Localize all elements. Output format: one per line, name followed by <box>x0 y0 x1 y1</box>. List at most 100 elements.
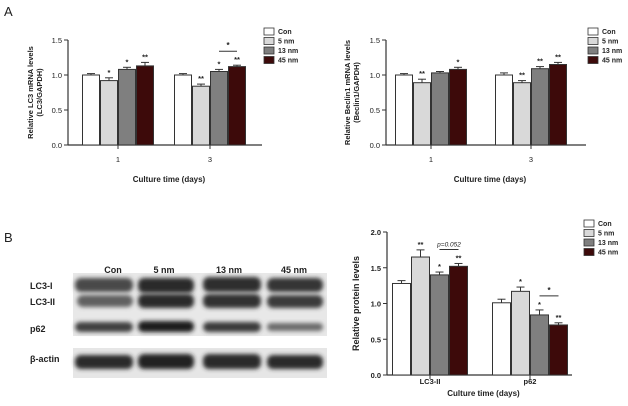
x-axis-label: Culture time (days) <box>454 175 527 184</box>
blot-column-label: 5 nm <box>153 265 174 275</box>
legend-entry: 13 nm <box>602 48 622 55</box>
legend-entry: Con <box>598 221 612 228</box>
panel-label-a: A <box>4 4 13 19</box>
significance-mark: * <box>126 57 129 66</box>
bar <box>430 274 449 376</box>
bar <box>118 68 136 146</box>
bar <box>531 68 549 146</box>
legend-entry: 13 nm <box>598 240 618 247</box>
x-tick-label: 1 <box>116 155 120 164</box>
y-tick-label: 1.5 <box>52 36 62 45</box>
bar <box>495 74 513 146</box>
band-p62-13nm <box>203 322 261 332</box>
legend-swatch <box>583 248 595 256</box>
band-lc3ii-con <box>77 295 133 307</box>
legend-swatch <box>583 229 595 237</box>
legend-swatch <box>263 56 275 64</box>
bar <box>513 82 531 146</box>
legend-swatch <box>263 46 275 55</box>
bracket-label: * <box>226 41 230 50</box>
blot-membrane-upper <box>73 273 327 336</box>
legend-swatch <box>263 37 275 45</box>
y-tick-label: 0.5 <box>370 106 380 115</box>
bracket-label: p=0.052 <box>436 241 461 248</box>
y-tick-label: 1.0 <box>370 71 380 80</box>
legend-entry: 5 nm <box>602 39 618 46</box>
significance-mark: ** <box>418 240 424 249</box>
legend-entry: 13 nm <box>278 48 298 55</box>
blot-row-label: LC3-II <box>30 297 55 307</box>
bar <box>174 74 192 146</box>
bar <box>449 68 467 146</box>
y-tick-label: 0.0 <box>371 371 381 380</box>
significance-mark: ** <box>234 55 240 64</box>
legend-swatch <box>587 46 599 55</box>
significance-mark: * <box>457 57 460 66</box>
x-axis-label: Culture time (days) <box>447 389 520 398</box>
bar <box>549 64 567 146</box>
bar <box>413 82 431 146</box>
bar <box>192 85 210 146</box>
x-tick-label: LC3-II <box>420 377 441 386</box>
blot-column-label: Con <box>104 265 122 275</box>
significance-mark: ** <box>419 69 425 78</box>
band-lc3i-13nm <box>203 277 261 292</box>
band-actin-con <box>75 355 133 369</box>
y-tick-label: 1.5 <box>371 264 381 273</box>
significance-mark: * <box>218 59 221 68</box>
significance-mark: ** <box>555 52 561 61</box>
legend-swatch <box>583 238 595 247</box>
bar <box>549 324 568 376</box>
y-tick-label: 1.5 <box>370 36 380 45</box>
significance-mark: ** <box>198 74 204 83</box>
bar <box>82 74 100 146</box>
legend-swatch <box>263 27 275 36</box>
legend-entry: 45 nm <box>278 58 298 65</box>
significance-mark: ** <box>556 313 562 322</box>
y-axis-label: Relative Beclin1 mRNA levels <box>343 40 352 145</box>
y-tick-label: 0.5 <box>371 335 381 344</box>
legend-swatch <box>583 219 595 228</box>
x-tick-label: 3 <box>208 155 212 164</box>
significance-mark: * <box>519 277 522 286</box>
significance-mark: * <box>538 300 541 309</box>
significance-mark: ** <box>142 52 148 61</box>
y-tick-label: 1.0 <box>52 71 62 80</box>
significance-mark: ** <box>537 57 543 66</box>
x-tick-label: 1 <box>429 155 433 164</box>
bar <box>431 72 449 146</box>
panel-label-b: B <box>4 230 13 245</box>
bar <box>392 282 411 376</box>
blot-column-label: 13 nm <box>216 265 242 275</box>
y-tick-label: 0.5 <box>52 106 62 115</box>
bar <box>210 71 228 146</box>
significance-mark: ** <box>519 71 525 80</box>
band-lc3ii-5nm <box>138 294 194 308</box>
y-axis-label: Relative LC3 mRNA levels <box>26 46 35 139</box>
legend-entry: 45 nm <box>602 58 622 65</box>
x-tick-label: p62 <box>524 377 537 386</box>
bar <box>395 74 413 146</box>
band-lc3i-45nm <box>267 278 323 292</box>
y-tick-label: 1.0 <box>371 300 381 309</box>
band-lc3i-con <box>75 278 133 292</box>
band-p62-5nm <box>138 321 194 332</box>
y-tick-label: 0.0 <box>370 141 380 150</box>
blot-row-label: p62 <box>30 324 46 334</box>
band-actin-45nm <box>267 355 323 369</box>
significance-mark: ** <box>456 253 462 262</box>
band-actin-13nm <box>203 354 261 369</box>
legend-swatch <box>587 27 599 36</box>
bracket-label: * <box>547 286 551 295</box>
x-tick-label: 3 <box>529 155 533 164</box>
band-actin-5nm <box>138 354 194 369</box>
legend-entry: 45 nm <box>598 250 618 257</box>
legend-entry: Con <box>602 29 616 36</box>
significance-mark: * <box>438 262 441 271</box>
x-axis-label: Culture time (days) <box>133 175 206 184</box>
legend-swatch <box>587 56 599 64</box>
band-p62-45nm <box>267 323 323 331</box>
bar <box>511 290 530 376</box>
chart-3: 0.0 0.5 1.0 1.5 2.0 Relative protein levels Cu… <box>351 219 618 398</box>
